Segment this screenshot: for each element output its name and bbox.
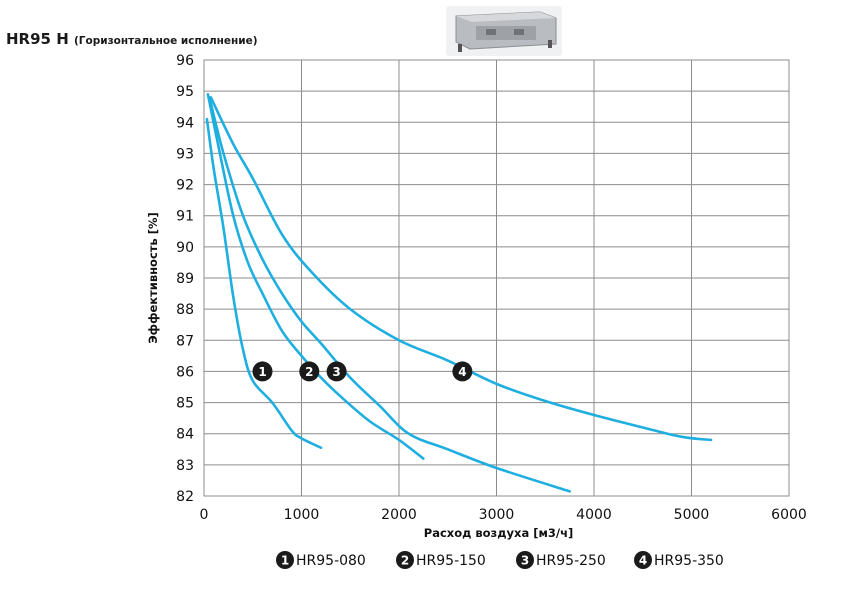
y-tick-label: 86 xyxy=(176,364,194,380)
model-subtitle: (Горизонтальное исполнение) xyxy=(74,35,258,47)
x-tick-label: 6000 xyxy=(771,507,807,523)
y-tick-label: 91 xyxy=(176,209,194,225)
series-line-hr95-250 xyxy=(208,96,571,493)
legend-label-hr95-350: HR95-350 xyxy=(654,553,724,569)
series-badge-2 xyxy=(299,361,320,382)
y-tick-label: 94 xyxy=(176,115,194,131)
legend-badge-number: 3 xyxy=(521,554,529,568)
y-tick-label: 89 xyxy=(176,271,194,287)
y-tick-label: 85 xyxy=(176,396,194,412)
x-tick-label: 2000 xyxy=(381,507,417,523)
series-badge-number: 4 xyxy=(458,365,466,379)
x-tick-label: 5000 xyxy=(674,507,710,523)
product-image xyxy=(446,6,562,56)
y-tick-label: 92 xyxy=(176,178,194,194)
y-tick-label: 82 xyxy=(176,489,194,505)
legend-label-hr95-150: HR95-150 xyxy=(416,553,486,569)
series-badge-1 xyxy=(252,361,273,382)
series-badge-3 xyxy=(326,361,347,382)
chart-grid xyxy=(203,59,790,497)
chart-title: HR95 H (Горизонтальное исполнение) xyxy=(6,30,258,48)
y-tick-label: 95 xyxy=(176,84,194,100)
legend-badge-number: 4 xyxy=(639,554,647,568)
legend-badge-number: 1 xyxy=(281,554,289,568)
legend-label-hr95-250: HR95-250 xyxy=(536,553,606,569)
legend-badge-3 xyxy=(516,551,534,569)
y-axis-ticks: 82 83 84 85 86 87 88 89 90 91 92 93 94 95 96 xyxy=(176,53,194,505)
y-tick-label: 83 xyxy=(176,458,194,474)
series-badge-number: 1 xyxy=(258,365,266,379)
chart-legend: 1 HR95-080 2 HR95-150 3 HR95-250 4 HR95-350 xyxy=(276,551,724,569)
x-tick-label: 3000 xyxy=(479,507,515,523)
y-tick-label: 96 xyxy=(176,53,194,69)
series-lines xyxy=(205,92,713,493)
series-line-hr95-080 xyxy=(205,117,323,450)
series-badge-number: 3 xyxy=(332,365,340,379)
legend-label-hr95-080: HR95-080 xyxy=(296,553,366,569)
y-tick-label: 93 xyxy=(176,146,194,162)
x-tick-label: 4000 xyxy=(576,507,612,523)
x-tick-label: 1000 xyxy=(284,507,320,523)
y-tick-label: 84 xyxy=(176,427,194,443)
series-badges: 1 2 3 4 xyxy=(252,361,473,382)
x-axis-label: Расход воздуха [м3/ч] xyxy=(424,526,573,540)
series-badge-number: 2 xyxy=(305,365,313,379)
legend-badge-2 xyxy=(396,551,414,569)
legend-badge-4 xyxy=(634,551,652,569)
y-tick-label: 90 xyxy=(176,240,194,256)
series-badge-4 xyxy=(452,361,473,382)
y-tick-label: 88 xyxy=(176,302,194,318)
model-name: HR95 H xyxy=(6,30,69,48)
legend-badge-number: 2 xyxy=(401,554,409,568)
series-line-hr95-150 xyxy=(206,92,425,460)
legend-badge-1 xyxy=(276,551,294,569)
y-axis-label: Эффективность [%] xyxy=(146,212,160,344)
x-axis-ticks: 0 1000 2000 3000 4000 5000 6000 xyxy=(200,507,807,523)
series-line-hr95-350 xyxy=(209,96,713,442)
x-tick-label: 0 xyxy=(200,507,209,523)
y-tick-label: 87 xyxy=(176,333,194,349)
